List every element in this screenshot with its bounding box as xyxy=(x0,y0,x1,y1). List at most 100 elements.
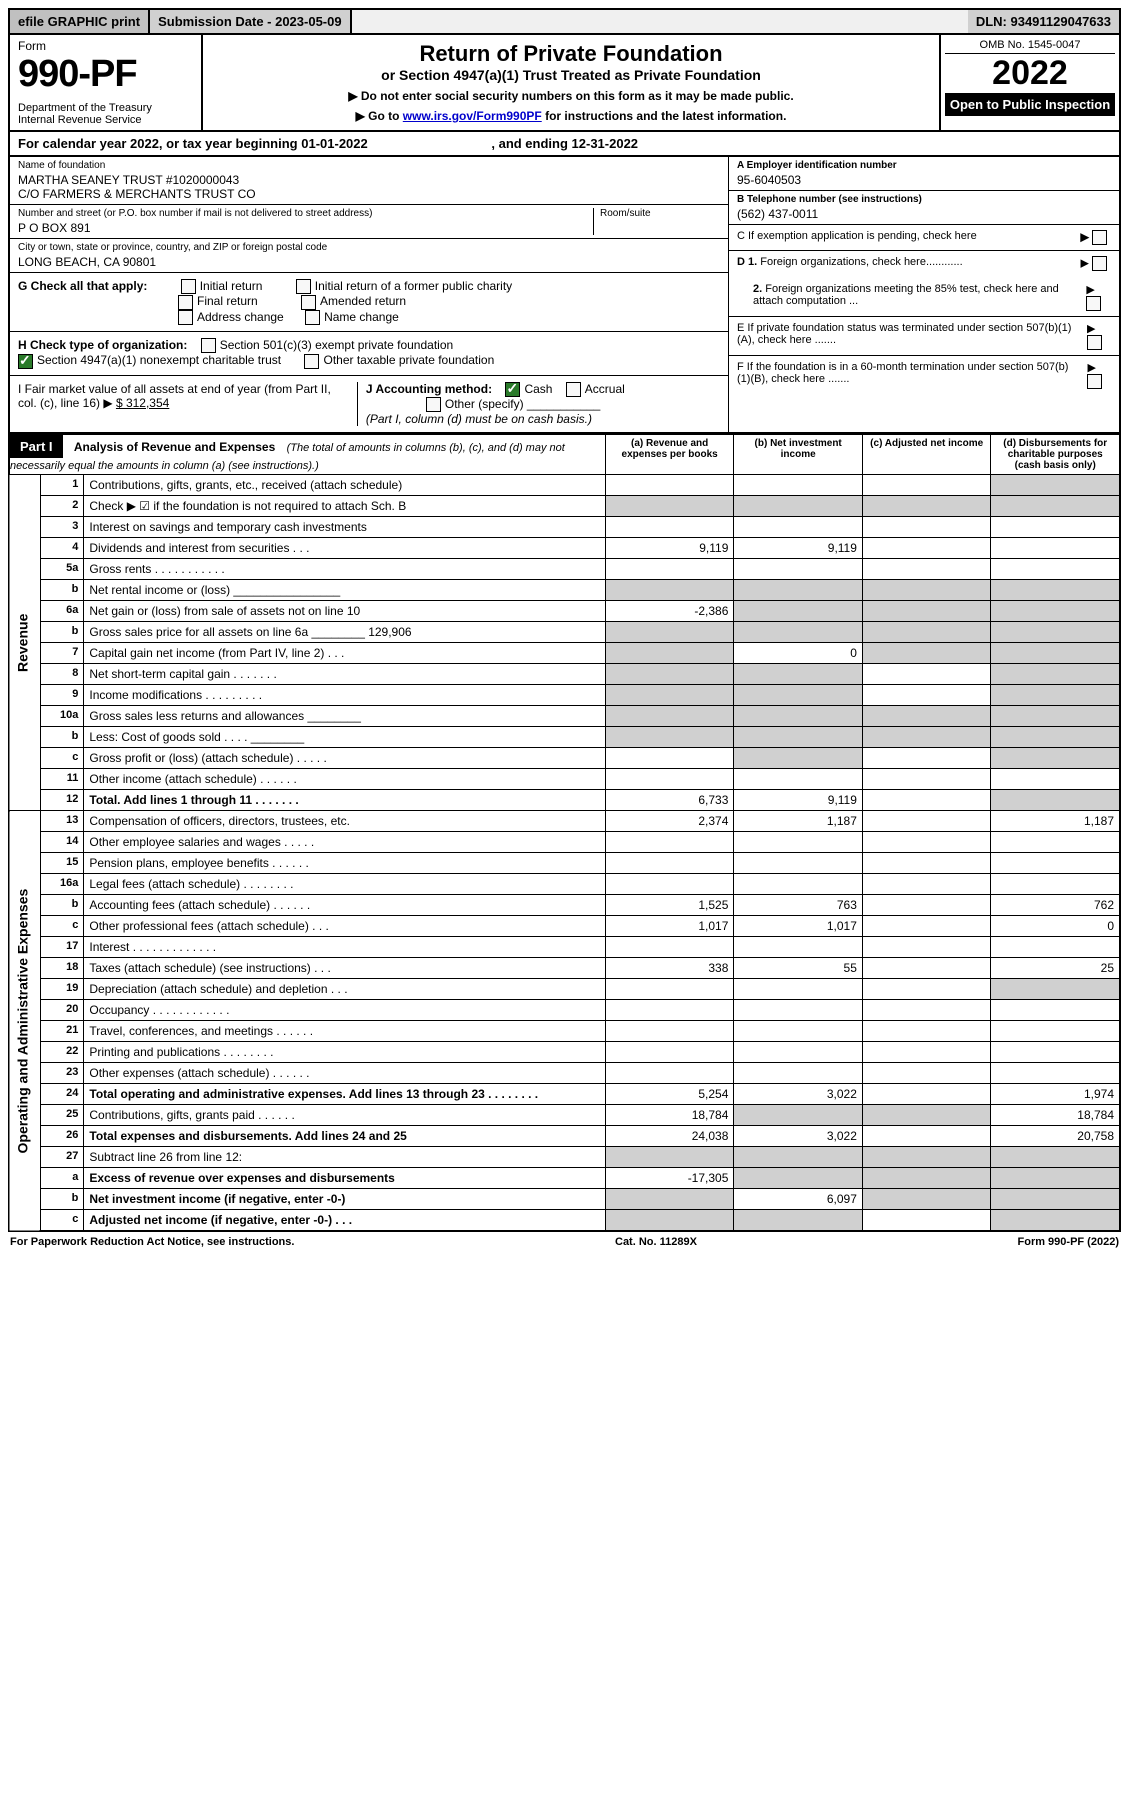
initial-former-checkbox[interactable] xyxy=(296,279,311,294)
col-d-header: (d) Disbursements for charitable purpose… xyxy=(991,435,1120,475)
line-number: 8 xyxy=(40,664,84,685)
c-checkbox[interactable] xyxy=(1092,230,1107,245)
table-row: bNet rental income or (loss) ___________… xyxy=(9,580,1120,601)
header-right: OMB No. 1545-0047 2022 Open to Public In… xyxy=(941,35,1119,130)
g-opt-0: Initial return xyxy=(200,279,263,293)
tel-value: (562) 437-0011 xyxy=(737,207,1111,221)
amount-cell xyxy=(862,811,991,832)
j-cash: Cash xyxy=(524,382,552,396)
amount-cell xyxy=(605,517,734,538)
city-label: City or town, state or province, country… xyxy=(18,242,720,253)
amount-cell xyxy=(605,832,734,853)
amount-cell xyxy=(862,1021,991,1042)
amount-cell: 9,119 xyxy=(734,538,863,559)
line-desc: Less: Cost of goods sold . . . . _______… xyxy=(84,727,606,748)
top-bar: efile GRAPHIC print Submission Date - 20… xyxy=(8,8,1121,35)
amount-cell xyxy=(991,1063,1120,1084)
amount-cell xyxy=(862,1105,991,1126)
other-method-checkbox[interactable] xyxy=(426,397,441,412)
ein-label: A Employer identification number xyxy=(737,160,1111,171)
accrual-checkbox[interactable] xyxy=(566,382,581,397)
g-opt-1: Initial return of a former public charit… xyxy=(315,279,512,293)
cal-end: 12-31-2022 xyxy=(572,136,639,151)
amount-cell xyxy=(862,790,991,811)
form990pf-link[interactable]: www.irs.gov/Form990PF xyxy=(403,109,542,123)
line-number: 21 xyxy=(40,1021,84,1042)
line-desc: Compensation of officers, directors, tru… xyxy=(84,811,606,832)
j-accrual: Accrual xyxy=(585,382,625,396)
amount-cell xyxy=(991,496,1120,517)
amount-cell xyxy=(734,937,863,958)
line-number: b xyxy=(40,895,84,916)
amount-cell xyxy=(991,1210,1120,1232)
table-row: cAdjusted net income (if negative, enter… xyxy=(9,1210,1120,1232)
amount-cell xyxy=(605,1000,734,1021)
d1-label: Foreign organizations, check here.......… xyxy=(760,256,962,268)
efile-print-button[interactable]: efile GRAPHIC print xyxy=(10,10,150,33)
form-subtitle: or Section 4947(a)(1) Trust Treated as P… xyxy=(209,67,933,83)
initial-return-checkbox[interactable] xyxy=(181,279,196,294)
amended-return-checkbox[interactable] xyxy=(301,295,316,310)
e-checkbox[interactable] xyxy=(1087,335,1102,350)
table-row: cOther professional fees (attach schedul… xyxy=(9,916,1120,937)
other-taxable-checkbox[interactable] xyxy=(304,354,319,369)
line-desc: Contributions, gifts, grants, etc., rece… xyxy=(84,475,606,496)
amount-cell xyxy=(734,685,863,706)
line-number: 6a xyxy=(40,601,84,622)
g-opt-4: Address change xyxy=(197,310,284,324)
amount-cell: 1,974 xyxy=(991,1084,1120,1105)
name-change-checkbox[interactable] xyxy=(305,310,320,325)
amount-cell xyxy=(605,727,734,748)
line-number: 2 xyxy=(40,496,84,517)
amount-cell: 24,038 xyxy=(605,1126,734,1147)
amount-cell xyxy=(734,1147,863,1168)
4947a1-checkbox[interactable] xyxy=(18,354,33,369)
amount-cell xyxy=(862,1042,991,1063)
amount-cell xyxy=(991,727,1120,748)
part1-title: Analysis of Revenue and Expenses xyxy=(74,440,275,454)
d1-checkbox[interactable] xyxy=(1092,256,1107,271)
line-desc: Contributions, gifts, grants paid . . . … xyxy=(84,1105,606,1126)
f-checkbox[interactable] xyxy=(1087,374,1102,389)
name-label: Name of foundation xyxy=(18,160,720,171)
address-change-checkbox[interactable] xyxy=(178,310,193,325)
amount-cell xyxy=(605,559,734,580)
g-opt-5: Name change xyxy=(324,310,399,324)
amount-cell xyxy=(862,517,991,538)
amount-cell: 25 xyxy=(991,958,1120,979)
omb-number: OMB No. 1545-0047 xyxy=(945,39,1115,54)
table-row: bNet investment income (if negative, ent… xyxy=(9,1189,1120,1210)
d2-checkbox[interactable] xyxy=(1086,296,1101,311)
line-number: 1 xyxy=(40,475,84,496)
final-return-checkbox[interactable] xyxy=(178,295,193,310)
line-number: c xyxy=(40,1210,84,1232)
line-number: 9 xyxy=(40,685,84,706)
i-label: I Fair market value of all assets at end… xyxy=(18,382,331,410)
address-cell: Number and street (or P.O. box number if… xyxy=(10,205,728,239)
table-row: 17Interest . . . . . . . . . . . . . xyxy=(9,937,1120,958)
amount-cell xyxy=(605,706,734,727)
c-label: C If exemption application is pending, c… xyxy=(737,230,977,242)
table-row: aExcess of revenue over expenses and dis… xyxy=(9,1168,1120,1189)
amount-cell xyxy=(862,916,991,937)
city-value: LONG BEACH, CA 90801 xyxy=(18,255,720,269)
amount-cell xyxy=(734,1105,863,1126)
line-desc: Pension plans, employee benefits . . . .… xyxy=(84,853,606,874)
footer-mid: Cat. No. 11289X xyxy=(615,1236,697,1248)
line-desc: Depreciation (attach schedule) and deple… xyxy=(84,979,606,1000)
footer: For Paperwork Reduction Act Notice, see … xyxy=(8,1232,1121,1252)
line-desc: Other professional fees (attach schedule… xyxy=(84,916,606,937)
table-row: 11Other income (attach schedule) . . . .… xyxy=(9,769,1120,790)
cash-checkbox[interactable] xyxy=(505,382,520,397)
part1-table: Part I Analysis of Revenue and Expenses … xyxy=(8,434,1121,1232)
addr-label: Number and street (or P.O. box number if… xyxy=(18,208,593,219)
form-title: Return of Private Foundation xyxy=(209,41,933,67)
amount-cell xyxy=(734,874,863,895)
line-desc: Net rental income or (loss) ____________… xyxy=(84,580,606,601)
line-desc: Legal fees (attach schedule) . . . . . .… xyxy=(84,874,606,895)
info-right: A Employer identification number 95-6040… xyxy=(728,157,1119,432)
amount-cell xyxy=(862,1063,991,1084)
open-to-public: Open to Public Inspection xyxy=(945,93,1115,116)
501c3-checkbox[interactable] xyxy=(201,338,216,353)
ein-value: 95-6040503 xyxy=(737,173,1111,187)
